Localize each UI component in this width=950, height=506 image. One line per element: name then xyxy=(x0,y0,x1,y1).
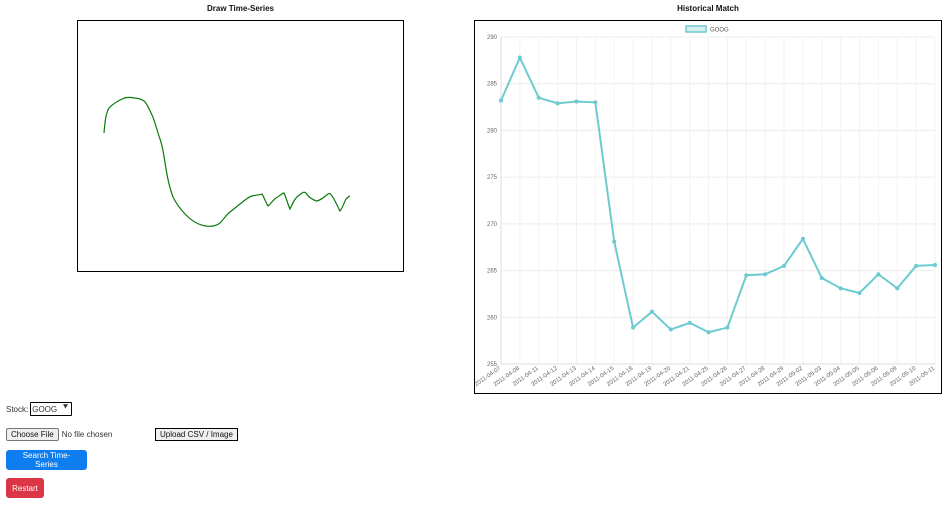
match-panel-title: Historical Match xyxy=(677,4,739,13)
y-tick-label: 285 xyxy=(487,82,498,88)
legend-label: GOOG xyxy=(710,28,729,34)
file-status-text: No file chosen xyxy=(61,430,113,439)
drawn-series-line xyxy=(103,96,351,227)
data-point xyxy=(687,320,692,325)
historical-match-chart: 255 260 265 270 275 280 285 290 2011-04-07 2011-0… xyxy=(474,20,942,394)
file-input: Choose File No file chosen xyxy=(6,428,112,441)
data-point xyxy=(593,100,598,105)
chart-svg: 2552602652702752802852902011-04-072011-0… xyxy=(475,25,938,388)
restart-button[interactable]: Restart xyxy=(6,478,44,498)
draw-panel-title: Draw Time-Series xyxy=(207,4,274,13)
choose-file-button[interactable]: Choose File xyxy=(6,428,59,441)
y-tick-label: 270 xyxy=(487,222,498,228)
y-tick-label: 275 xyxy=(487,175,498,181)
data-point xyxy=(763,272,768,277)
data-point xyxy=(838,286,843,291)
stock-select[interactable]: GOOG ⯆ xyxy=(30,402,73,416)
data-point xyxy=(895,286,900,291)
data-point xyxy=(876,272,881,277)
data-point xyxy=(914,263,919,268)
stock-label: Stock: xyxy=(6,404,29,414)
data-point xyxy=(819,275,824,281)
data-point xyxy=(630,325,636,330)
y-tick-label: 255 xyxy=(487,362,498,368)
data-point xyxy=(517,55,522,60)
chevron-down-icon: ⯆ xyxy=(61,402,70,412)
draw-canvas[interactable] xyxy=(77,20,404,272)
legend-swatch xyxy=(685,25,707,33)
data-point xyxy=(498,98,504,103)
data-point xyxy=(725,325,730,330)
series-line xyxy=(500,55,936,334)
data-point xyxy=(857,290,862,296)
y-tick-label: 280 xyxy=(487,128,498,134)
data-point xyxy=(706,330,711,335)
data-point xyxy=(555,101,560,106)
y-tick-label: 260 xyxy=(487,315,498,321)
upload-button[interactable]: Upload CSV / Image xyxy=(155,428,238,441)
search-time-series-button[interactable]: Search Time-Series xyxy=(6,450,87,470)
data-point xyxy=(612,239,617,244)
data-point xyxy=(536,95,541,100)
stock-row: Stock: GOOG ⯆ xyxy=(6,402,73,416)
data-point xyxy=(800,236,806,241)
stock-select-value: GOOG xyxy=(32,404,58,414)
data-point xyxy=(649,309,655,314)
data-point xyxy=(932,262,938,268)
y-tick-label: 265 xyxy=(487,269,498,275)
data-point xyxy=(574,99,579,104)
drawn-series-svg xyxy=(103,96,351,227)
data-point xyxy=(744,273,749,278)
y-tick-label: 290 xyxy=(487,35,498,41)
data-point xyxy=(668,327,673,332)
data-point xyxy=(781,263,787,268)
